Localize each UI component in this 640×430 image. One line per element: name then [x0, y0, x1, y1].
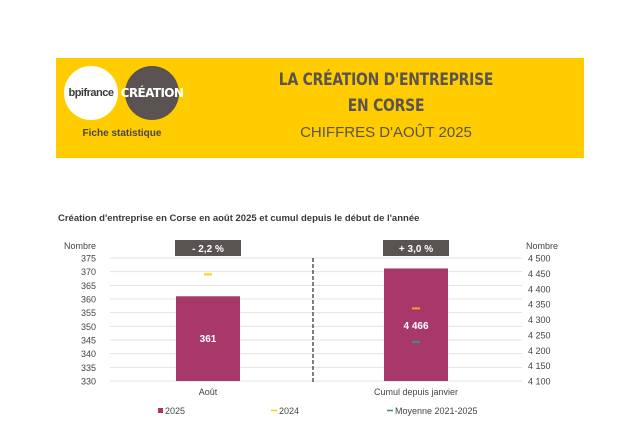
left-tick-label: 350 [81, 322, 96, 332]
bar-2025-1 [384, 268, 448, 381]
left-tick-label: 355 [81, 308, 96, 318]
category-label: Août [199, 387, 218, 397]
header-banner: bpifrance CRÉATION Fiche statistique LA … [56, 58, 584, 158]
variation-badge-bg [175, 240, 241, 256]
left-tick-label: 330 [81, 377, 96, 387]
left-tick-label: 360 [81, 295, 96, 305]
left-tick-label: 370 [81, 267, 96, 277]
right-tick-label: 4 300 [528, 315, 551, 325]
left-axis-label: Nombre [64, 241, 96, 251]
right-tick-label: 4 450 [528, 269, 551, 279]
left-tick-label: 345 [81, 336, 96, 346]
legend-label: 2025 [165, 406, 185, 416]
legend-label: Moyenne 2021-2025 [395, 406, 478, 416]
right-tick-label: 4 150 [528, 361, 551, 371]
left-tick-label: 335 [81, 363, 96, 373]
right-axis-label: Nombre [526, 241, 558, 251]
creation-logo-text: CRÉATION [120, 86, 184, 100]
bar-value-label: 361 [200, 334, 217, 345]
legend-label: 2024 [279, 406, 299, 416]
variation-badge: + 3,0 % [399, 244, 433, 255]
right-tick-label: 4 400 [528, 284, 551, 294]
left-tick-label: 375 [81, 254, 96, 264]
creation-logo: CRÉATION [121, 66, 184, 120]
chart-title: Création d'entreprise en Corse en août 2… [58, 213, 420, 224]
bpifrance-logo-text: bpifrance [68, 87, 114, 99]
right-tick-label: 4 350 [528, 300, 551, 310]
page-title-line1: LA CRÉATION D'ENTREPRISE [278, 70, 494, 90]
right-tick-label: 4 200 [528, 346, 551, 356]
left-tick-label: 340 [81, 349, 96, 359]
fiche-label: Fiche statistique [82, 128, 162, 139]
right-tick-label: 4 250 [528, 330, 551, 340]
bar-value-label: 4 466 [403, 321, 428, 332]
page-title-line2: EN CORSE [347, 96, 425, 116]
page-subtitle-period: CHIFFRES D'AOÛT 2025 [300, 124, 472, 141]
bpifrance-logo: bpifrance [64, 66, 118, 120]
bar-2025-0 [176, 296, 240, 381]
right-tick-label: 4 100 [528, 377, 551, 387]
legend-swatch-2025 [158, 408, 163, 413]
right-tick-label: 4 500 [528, 254, 551, 264]
variation-badge: - 2,2 % [192, 244, 224, 255]
category-label: Cumul depuis janvier [374, 387, 458, 397]
left-tick-label: 365 [81, 281, 96, 291]
variation-badge-bg [383, 240, 449, 256]
